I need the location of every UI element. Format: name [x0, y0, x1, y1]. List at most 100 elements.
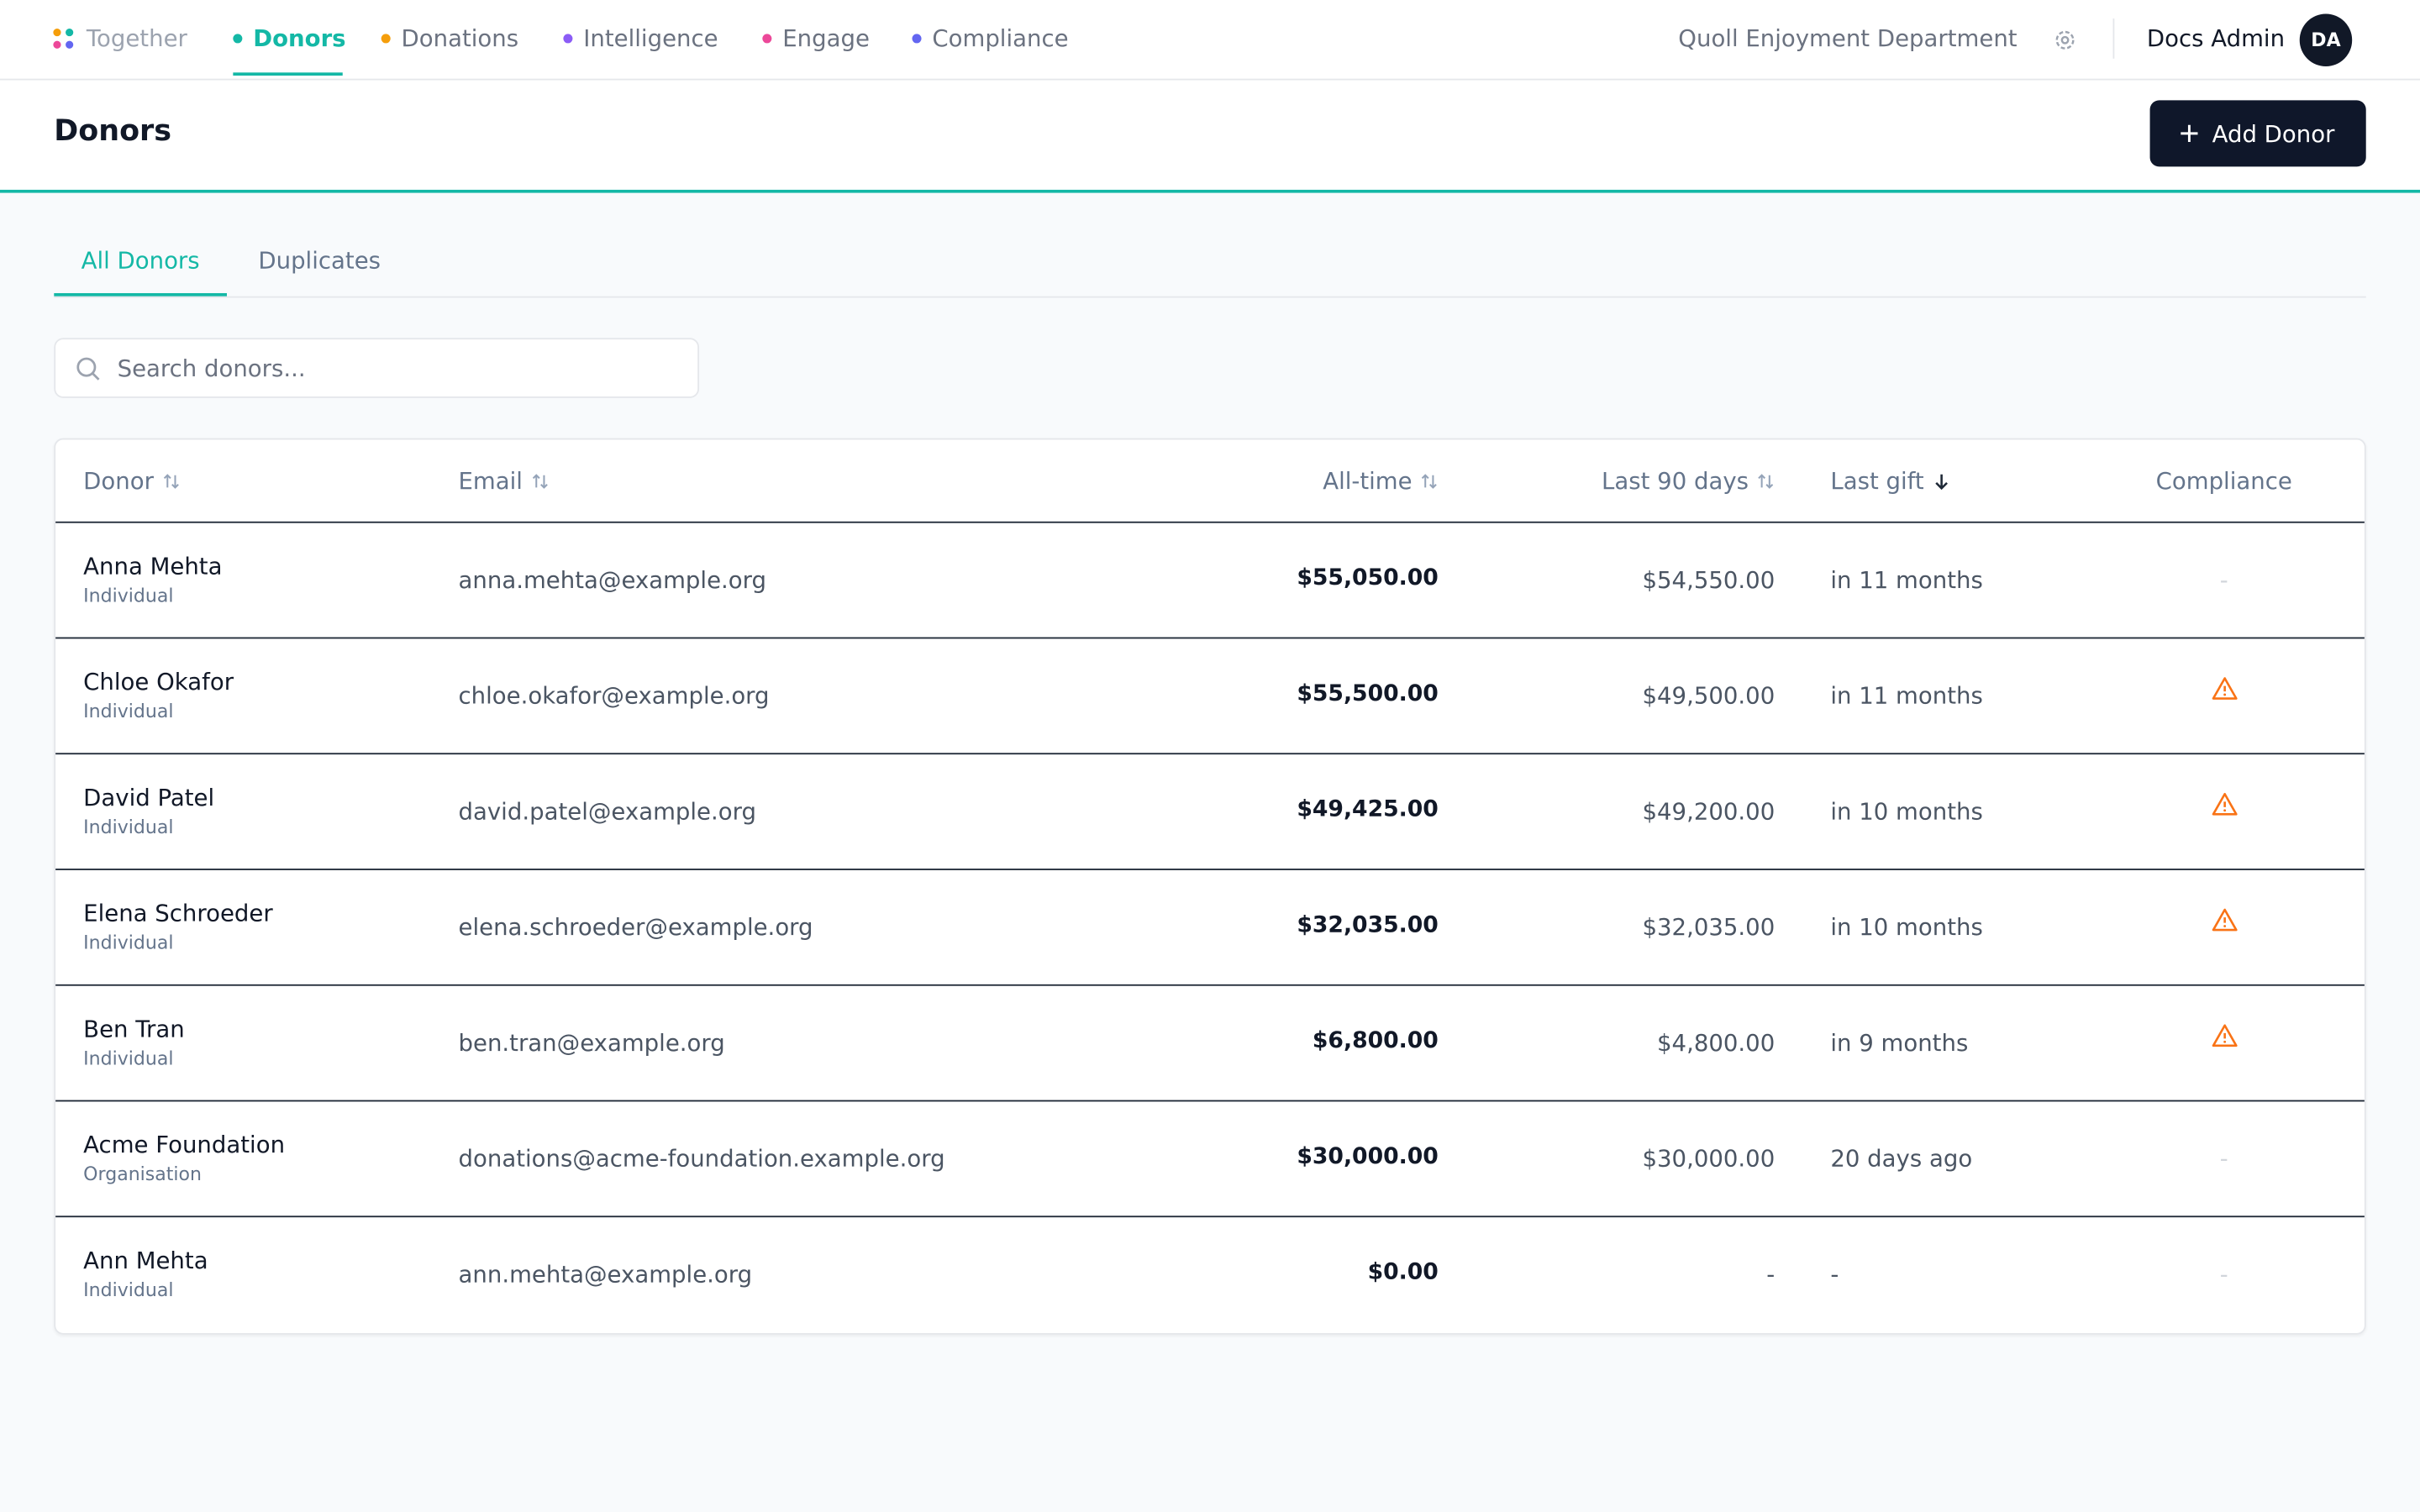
column-label: Last 90 days	[1602, 467, 1749, 496]
icon-part	[1934, 474, 1948, 491]
settings-icon[interactable]	[2053, 28, 2077, 52]
organisation[interactable]: Quoll Enjoyment Department	[1678, 24, 2018, 53]
icon-part	[2211, 1024, 2237, 1047]
donor-name: Ann Mehta	[83, 1247, 208, 1275]
compliance-warning	[2132, 907, 2317, 938]
donor-type: Individual	[83, 1047, 174, 1069]
table-row[interactable]: Anna Mehta Individual anna.mehta@example.o…	[55, 521, 2365, 638]
compliance-warning	[2132, 791, 2317, 822]
all-time: $55,050.00	[1297, 566, 1439, 591]
donor-name: Anna Mehta	[83, 552, 223, 580]
donor-name: Acme Foundation	[83, 1131, 286, 1159]
last-90-days: $30,000.00	[1642, 1144, 1776, 1173]
column-header[interactable]: All-time	[1323, 468, 1439, 497]
nav-item[interactable]: Intelligence	[583, 24, 718, 53]
icon-part	[1421, 474, 1437, 489]
column-label: Email	[458, 467, 523, 496]
column-header[interactable]: Last 90 days	[1602, 468, 1775, 497]
icon-part	[2211, 677, 2237, 700]
donor-type: Individual	[83, 932, 174, 954]
search-icon	[76, 357, 100, 381]
icon-part	[2055, 30, 2075, 50]
table-row[interactable]: Chloe Okafor Individual chloe.okafor@examp…	[55, 637, 2365, 753]
compliance: -	[2219, 1144, 2228, 1173]
donor-name: Elena Schroeder	[83, 899, 273, 927]
all-time: $32,035.00	[1297, 913, 1439, 938]
last-90-days: $49,500.00	[1642, 681, 1776, 710]
icon-part	[2223, 809, 2226, 812]
tab[interactable]: Duplicates	[258, 246, 381, 275]
last-gift: in 9 months	[1830, 1029, 1969, 1058]
last-gift: in 10 months	[1830, 913, 1983, 942]
email: david.patel@example.org	[458, 797, 756, 826]
icon-part	[532, 474, 548, 489]
table-row[interactable]: Acme Foundation Organisation donations@acm…	[55, 1100, 2365, 1216]
tab[interactable]: All Donors	[81, 246, 200, 275]
user-name[interactable]: Docs Admin	[2146, 24, 2286, 53]
email: anna.mehta@example.org	[458, 566, 766, 595]
search-box[interactable]: Search donors...	[54, 338, 700, 398]
email: donations@acme-foundation.example.org	[458, 1144, 945, 1173]
icon-part	[2223, 693, 2226, 696]
sort-icon	[1756, 469, 1775, 496]
top-nav: Together Quoll Enjoyment Department Docs…	[0, 0, 2420, 81]
all-time: $30,000.00	[1297, 1144, 1439, 1170]
last-90-days: $32,035.00	[1642, 913, 1776, 942]
icon-part	[2211, 792, 2237, 816]
icon-part	[163, 474, 179, 489]
column-label: All-time	[1323, 467, 1413, 496]
icon-part	[2211, 908, 2237, 932]
last-gift: 20 days ago	[1830, 1144, 1973, 1173]
divider	[2112, 18, 2115, 59]
button-label: Add Donor	[2212, 119, 2335, 148]
icon-part	[2181, 124, 2198, 142]
compliance-warning	[2132, 675, 2317, 706]
table-row[interactable]: Elena Schroeder Individual elena.schroeder…	[55, 869, 2365, 984]
donor-name: David Patel	[83, 784, 215, 812]
icon-part	[53, 28, 61, 37]
icon-part	[2211, 1024, 2237, 1047]
avatar[interactable]: DA	[2299, 13, 2353, 66]
sort-desc-icon	[1932, 469, 1950, 496]
icon-part	[1758, 474, 1774, 489]
sort-icon	[161, 469, 180, 496]
nav-item[interactable]: Donors	[253, 24, 346, 53]
email: ben.tran@example.org	[458, 1029, 725, 1058]
table-row[interactable]: Ben Tran Individual ben.tran@example.org $6…	[55, 984, 2365, 1100]
brand-logo	[53, 28, 74, 49]
last-90-days: $54,550.00	[1642, 566, 1776, 595]
donor-type: Individual	[83, 1278, 174, 1301]
tabs-rule	[54, 296, 2366, 298]
donor-name: Chloe Okafor	[83, 668, 234, 696]
icon-part	[1934, 474, 1948, 491]
nav-dot	[912, 34, 922, 44]
brand[interactable]: Together	[86, 24, 187, 53]
column-header[interactable]: Email	[459, 468, 550, 497]
donor-type: Individual	[83, 700, 174, 722]
icon-part	[92, 372, 100, 381]
icon-part	[163, 474, 179, 489]
table-row[interactable]: Ann Mehta Individual ann.mehta@example.org…	[55, 1215, 2365, 1331]
donor-type: Individual	[83, 816, 174, 838]
nav-dot	[563, 34, 573, 44]
last-90-days: $49,200.00	[1642, 797, 1776, 826]
icon-part	[1421, 474, 1437, 489]
column-header[interactable]: Last gift	[1830, 468, 1950, 497]
compliance-warning	[2132, 1023, 2317, 1054]
icon-part	[2211, 792, 2237, 816]
column-header[interactable]: Donor	[83, 468, 180, 497]
icon-part	[66, 40, 74, 49]
nav-item[interactable]: Donations	[401, 24, 519, 53]
icon-part	[76, 357, 97, 377]
nav-item[interactable]: Engage	[782, 24, 870, 53]
email: elena.schroeder@example.org	[458, 913, 813, 942]
table-row[interactable]: David Patel Individual david.patel@example…	[55, 753, 2365, 869]
last-gift: in 10 months	[1830, 797, 1983, 826]
nav-dot	[233, 34, 243, 44]
email: chloe.okafor@example.org	[458, 681, 770, 710]
last-gift: in 11 months	[1830, 681, 1983, 710]
icon-part	[532, 474, 548, 489]
nav-item[interactable]: Compliance	[932, 24, 1069, 53]
icon-part	[2211, 677, 2237, 700]
